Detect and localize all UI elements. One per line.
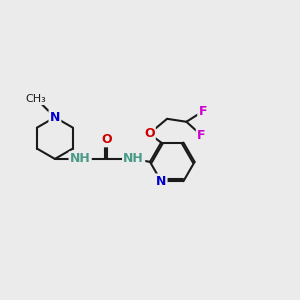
Text: F: F [199,105,207,118]
Text: O: O [102,133,112,146]
Text: NH: NH [70,152,91,165]
Text: F: F [197,129,206,142]
Text: N: N [156,175,166,188]
Text: N: N [50,111,60,124]
Text: CH₃: CH₃ [25,94,46,104]
Text: O: O [144,127,154,140]
Text: NH: NH [123,152,144,165]
